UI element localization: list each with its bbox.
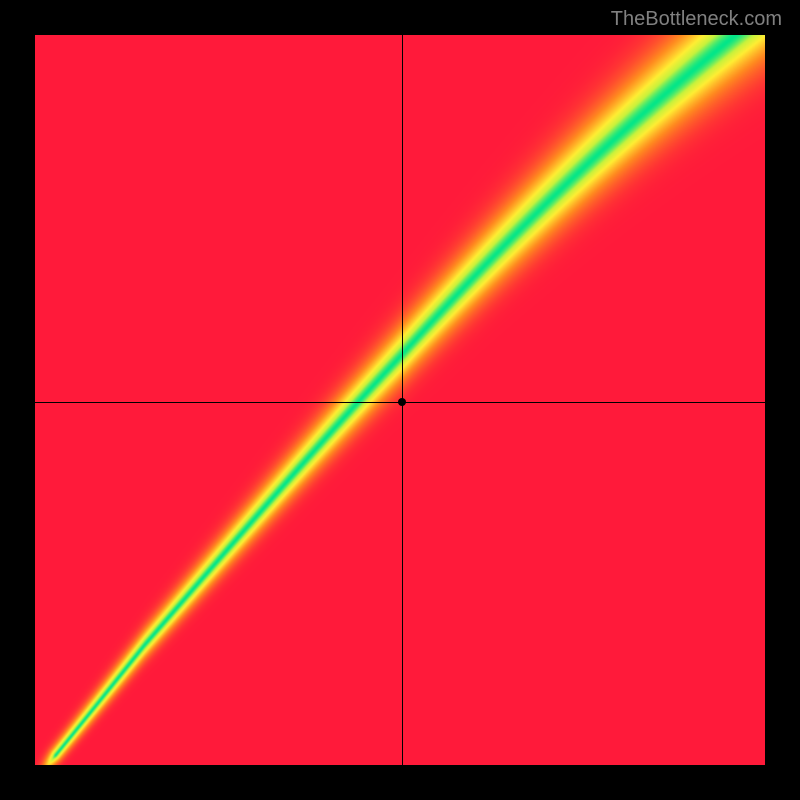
watermark-text: TheBottleneck.com: [611, 8, 782, 31]
crosshair-marker: [398, 398, 406, 406]
bottleneck-heatmap: [35, 35, 765, 765]
